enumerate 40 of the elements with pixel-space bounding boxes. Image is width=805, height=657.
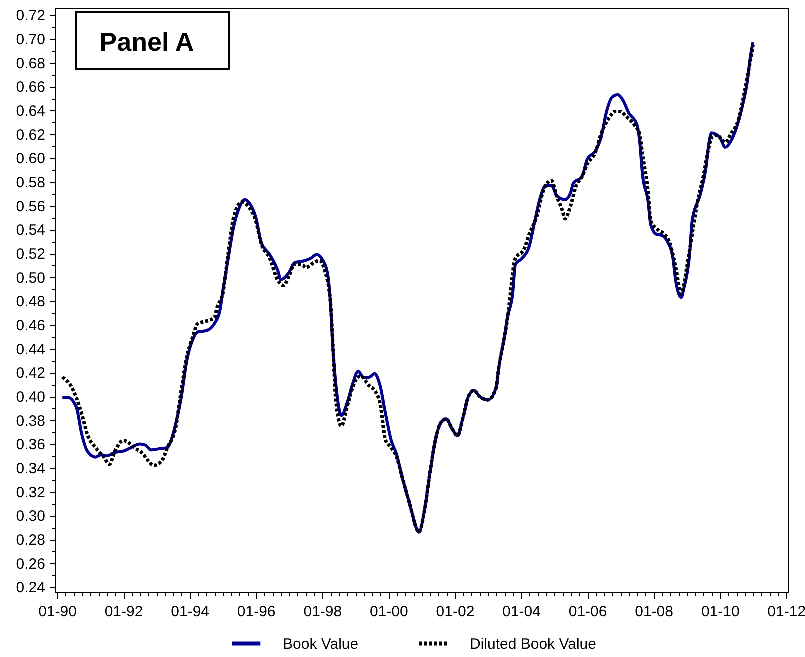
y-tick-label: 0.50 bbox=[16, 270, 46, 287]
y-tick-label: 0.60 bbox=[16, 150, 46, 168]
y-tick-label: 0.30 bbox=[16, 508, 46, 526]
y-tick-label: 0.24 bbox=[16, 580, 46, 597]
y-tick-label: 0.56 bbox=[16, 198, 46, 216]
y-tick-label: 0.42 bbox=[16, 365, 46, 382]
y-tick-label: 0.66 bbox=[16, 79, 46, 96]
x-tick-label: 01-00 bbox=[370, 604, 408, 620]
y-tick-label: 0.38 bbox=[16, 412, 46, 430]
y-tick-label: 0.32 bbox=[16, 484, 46, 502]
y-tick-label: 0.64 bbox=[16, 103, 46, 120]
y-tick-label: 0.28 bbox=[16, 532, 46, 550]
y-tick-label: 0.58 bbox=[16, 174, 46, 192]
y-tick-label: 0.54 bbox=[16, 222, 46, 240]
x-tick-label: 01-12 bbox=[768, 604, 805, 620]
legend-label: Diluted Book Value bbox=[470, 636, 596, 653]
x-tick-label: 01-04 bbox=[502, 604, 541, 620]
legend-label: Book Value bbox=[283, 636, 359, 653]
y-tick-label: 0.70 bbox=[16, 31, 46, 48]
x-tick-label: 01-90 bbox=[38, 604, 77, 620]
x-tick-label: 01-06 bbox=[568, 604, 608, 620]
x-tick-label: 01-98 bbox=[304, 604, 342, 620]
x-tick-label: 01-92 bbox=[104, 604, 144, 620]
annotation: Panel A bbox=[100, 27, 194, 57]
y-tick-label: 0.62 bbox=[16, 126, 46, 144]
y-tick-label: 0.36 bbox=[16, 436, 46, 454]
y-tick-label: 0.68 bbox=[16, 55, 46, 72]
y-tick-label: 0.46 bbox=[16, 318, 46, 335]
x-tick-label: 01-96 bbox=[237, 604, 276, 620]
y-tick-label: 0.52 bbox=[16, 246, 46, 264]
y-tick-label: 0.72 bbox=[16, 8, 46, 25]
y-tick-label: 0.40 bbox=[16, 389, 46, 406]
x-tick-label: 01-10 bbox=[701, 604, 740, 620]
y-tick-label: 0.26 bbox=[16, 556, 46, 573]
y-tick-label: 0.34 bbox=[16, 460, 46, 478]
x-tick-label: 01-02 bbox=[436, 604, 475, 620]
x-tick-label: 01-94 bbox=[171, 604, 210, 620]
x-tick-label: 01-08 bbox=[635, 604, 674, 620]
y-tick-label: 0.44 bbox=[16, 341, 46, 358]
y-tick-label: 0.48 bbox=[16, 294, 46, 311]
